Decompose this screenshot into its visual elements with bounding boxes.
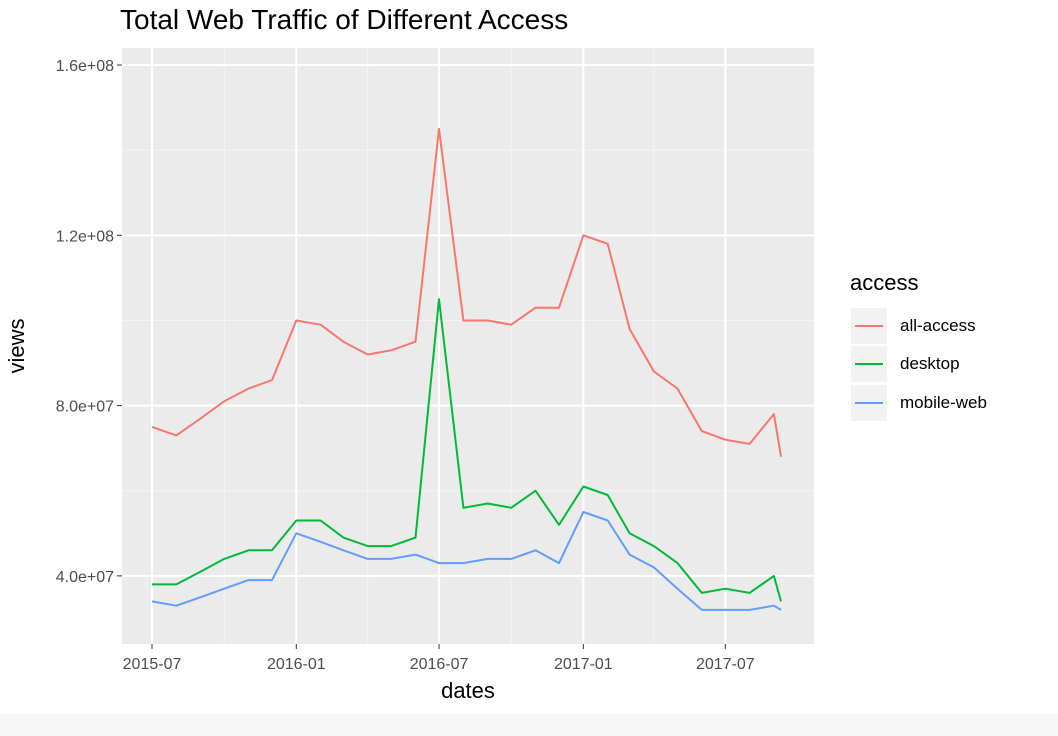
legend-label-desktop: desktop: [900, 354, 960, 373]
y-tick-label: 8.0e+07: [56, 399, 114, 416]
x-tick-label: 2016-07: [410, 656, 469, 673]
x-tick-label: 2015-07: [123, 656, 182, 673]
y-tick-label: 4.0e+07: [56, 569, 114, 586]
plot-panel: [122, 48, 814, 644]
legend-title: access: [850, 270, 919, 295]
x-tick-label: 2016-01: [267, 656, 326, 673]
legend-label-mobile-web: mobile-web: [900, 393, 987, 412]
series-line-mobile-web: [151, 511, 782, 611]
x-tick-label: 2017-01: [554, 656, 613, 673]
y-axis-title: views: [4, 318, 29, 373]
legend-label-all-access: all-access: [900, 316, 976, 335]
x-tick-label: 2017-07: [696, 656, 755, 673]
chart-title: Total Web Traffic of Different Access: [120, 4, 569, 35]
x-axis-title: dates: [441, 678, 495, 703]
bottom-strip: [0, 714, 1058, 736]
series-line-desktop: [152, 298, 782, 602]
y-tick-label: 1.2e+08: [56, 228, 114, 245]
y-tick-label: 1.6e+08: [56, 58, 114, 75]
series-line-all-access: [151, 127, 782, 457]
